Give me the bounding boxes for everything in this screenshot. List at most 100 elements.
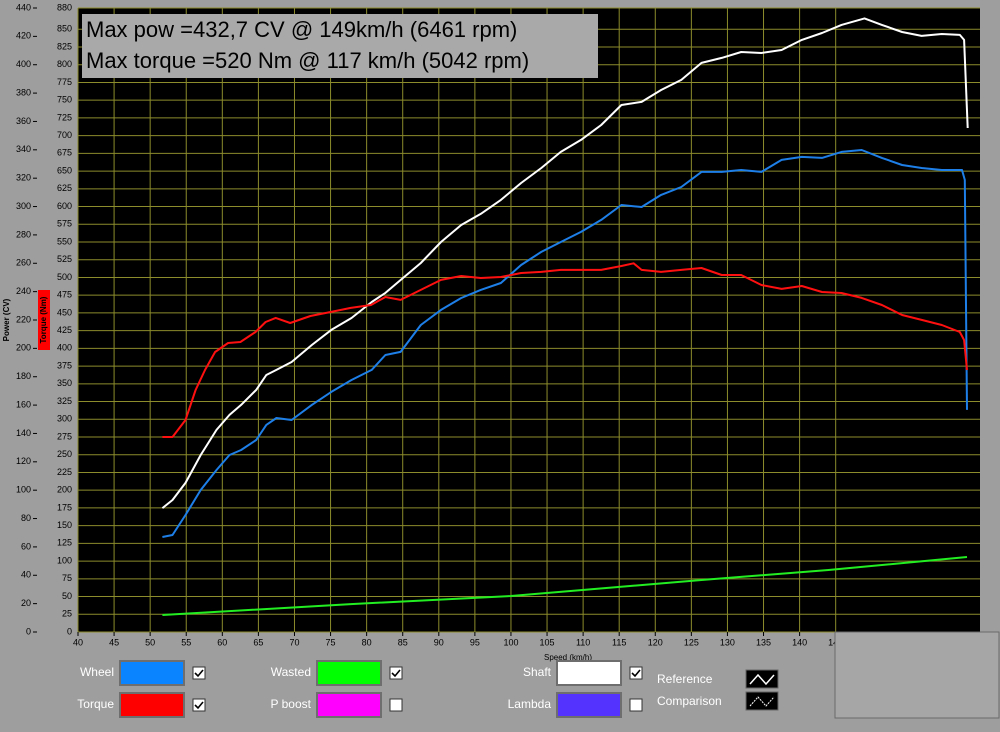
x-tick-label: 115 bbox=[612, 637, 626, 647]
y-tick-label: 140 bbox=[16, 428, 31, 438]
y2-tick-label: 880 bbox=[57, 2, 72, 12]
legend-checkbox[interactable] bbox=[629, 698, 643, 712]
checkmark bbox=[194, 701, 204, 710]
y-tick-label: 320 bbox=[16, 173, 31, 183]
x-tick-label: 75 bbox=[326, 637, 336, 647]
y-tick-label: 260 bbox=[16, 258, 31, 268]
legend-label: Torque bbox=[77, 697, 114, 711]
y2-tick-label: 125 bbox=[57, 538, 72, 548]
y2-axis-label: Torque (Nm) bbox=[39, 296, 48, 343]
legend-checkbox[interactable] bbox=[389, 666, 403, 680]
y2-tick-label: 350 bbox=[57, 378, 72, 388]
y2-tick-label: 250 bbox=[57, 449, 72, 459]
legend-label: Shaft bbox=[523, 665, 552, 679]
y2-tick-label: 500 bbox=[57, 272, 72, 282]
checkmark bbox=[631, 669, 641, 678]
x-tick-label: 85 bbox=[398, 637, 408, 647]
y-tick-label: 400 bbox=[16, 59, 31, 69]
y-tick-label: 80 bbox=[21, 513, 31, 523]
series-lines bbox=[161, 17, 969, 616]
legend-checkbox[interactable] bbox=[192, 698, 206, 712]
y-tick-label: 220 bbox=[16, 314, 31, 324]
legend-checkbox[interactable] bbox=[629, 666, 643, 680]
y2-tick-label: 475 bbox=[57, 290, 72, 300]
y-tick-label: 360 bbox=[16, 116, 31, 126]
legend-label: Wasted bbox=[271, 665, 311, 679]
x-tick-label: 60 bbox=[217, 637, 227, 647]
y2-tick-label: 400 bbox=[57, 343, 72, 353]
y-tick-label: 240 bbox=[16, 286, 31, 296]
plot-area bbox=[78, 8, 980, 632]
comparison-label: Comparison bbox=[657, 694, 722, 708]
y-tick-label: 420 bbox=[16, 31, 31, 41]
x-tick-label: 40 bbox=[73, 637, 83, 647]
legend-swatch[interactable] bbox=[119, 660, 185, 686]
legend-checkbox[interactable] bbox=[389, 698, 403, 712]
x-tick-label: 95 bbox=[470, 637, 480, 647]
y2-tick-label: 600 bbox=[57, 201, 72, 211]
legend-swatch[interactable] bbox=[316, 692, 382, 718]
legend-panel: Wheel Torque Wasted P boost Shaft Lambda bbox=[77, 660, 643, 718]
annotation-box bbox=[82, 14, 598, 78]
y2-tick-label: 575 bbox=[57, 219, 72, 229]
x-tick-label: 55 bbox=[181, 637, 191, 647]
x-tick-label: 120 bbox=[648, 637, 663, 647]
y2-tick-label: 700 bbox=[57, 130, 72, 140]
y-tick-label: 20 bbox=[21, 598, 31, 608]
y-tick-label: 280 bbox=[16, 229, 31, 239]
x-tick-label: 110 bbox=[576, 637, 590, 647]
side-panel bbox=[834, 631, 1000, 719]
y2-tick-label: 50 bbox=[62, 591, 72, 601]
y2-tick-label: 150 bbox=[57, 520, 72, 530]
legend-swatch[interactable] bbox=[119, 692, 185, 718]
series-line bbox=[162, 149, 968, 538]
y2-tick-label: 825 bbox=[57, 41, 72, 51]
series-line bbox=[161, 17, 969, 509]
legend-label: Wheel bbox=[80, 665, 114, 679]
x-tick-label: 135 bbox=[756, 637, 771, 647]
reference-label: Reference bbox=[657, 672, 713, 686]
y2-tick-label: 425 bbox=[57, 325, 72, 335]
x-tick-label: 80 bbox=[362, 637, 372, 647]
y2-tick-label: 300 bbox=[57, 414, 72, 424]
x-tick-label: 130 bbox=[720, 637, 735, 647]
series-line bbox=[162, 262, 968, 438]
y2-tick-label: 625 bbox=[57, 183, 72, 193]
y-tick-label: 160 bbox=[16, 399, 31, 409]
legend-swatch[interactable] bbox=[316, 660, 382, 686]
comparison-icon-line bbox=[749, 696, 775, 707]
legend-swatch[interactable] bbox=[556, 660, 622, 686]
y-tick-label: 0 bbox=[26, 626, 31, 636]
y2-tick-label: 0 bbox=[67, 626, 72, 636]
y2-tick-label: 325 bbox=[57, 396, 72, 406]
x-tick-label: 125 bbox=[684, 637, 699, 647]
legend-checkbox[interactable] bbox=[192, 666, 206, 680]
x-tick-label: 45 bbox=[109, 637, 119, 647]
y2-tick-label: 675 bbox=[57, 148, 72, 158]
y2-tick-label: 750 bbox=[57, 95, 72, 105]
comparison-icon[interactable] bbox=[745, 691, 779, 711]
legend-label: P boost bbox=[271, 697, 312, 711]
x-axis-label: Speed (km/h) bbox=[544, 653, 592, 662]
y-tick-label: 440 bbox=[16, 2, 31, 12]
y2-tick-label: 100 bbox=[57, 555, 72, 565]
y2-tick-label: 525 bbox=[57, 254, 72, 264]
annotation: Max pow =432,7 CV @ 149km/h (6461 rpm) bbox=[86, 17, 517, 42]
y-tick-label: 200 bbox=[16, 343, 31, 353]
y2-tick-label: 275 bbox=[57, 431, 72, 441]
legend-swatch[interactable] bbox=[556, 692, 622, 718]
y2-tick-label: 375 bbox=[57, 360, 72, 370]
y-tick-label: 380 bbox=[16, 87, 31, 97]
y-axis-label: Power (CV) bbox=[2, 298, 11, 341]
y2-tick-label: 175 bbox=[57, 502, 72, 512]
reference-icon-line bbox=[749, 673, 775, 686]
checkmark bbox=[194, 669, 204, 678]
y2-label-bg bbox=[38, 290, 50, 350]
y2-tick-label: 200 bbox=[57, 485, 72, 495]
y-tick-label: 100 bbox=[16, 485, 31, 495]
y2-tick-label: 75 bbox=[62, 573, 72, 583]
y2-tick-label: 775 bbox=[57, 77, 72, 87]
series-line bbox=[162, 556, 968, 616]
y2-tick-label: 225 bbox=[57, 467, 72, 477]
